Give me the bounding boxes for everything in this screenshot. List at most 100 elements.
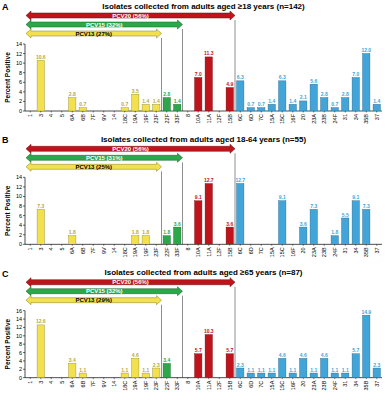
x-tick-label: 33F: [174, 113, 180, 123]
x-tick-label: 18C: [122, 247, 128, 257]
x-tick: [72, 111, 73, 113]
bracket-label: PCV20 (56%): [112, 279, 149, 285]
x-tick-label: 19F: [143, 247, 149, 257]
data-label: 2.8: [342, 91, 349, 97]
x-tick: [177, 244, 178, 246]
x-tick-label: 10A: [195, 247, 201, 257]
bracket-arrow: [26, 296, 162, 305]
y-tick-label: 14: [16, 174, 22, 180]
data-label: 0.7: [121, 101, 128, 107]
bar: [268, 373, 275, 378]
data-label: 9.1: [279, 194, 286, 200]
bracket-arrow: [26, 20, 183, 29]
bar: [132, 358, 139, 377]
x-tick-label: 6C: [237, 247, 243, 254]
bar: [352, 78, 359, 112]
x-tick: [366, 378, 367, 380]
x-tick-label: 35B: [363, 247, 369, 257]
bar: [142, 373, 149, 378]
bars: [37, 315, 380, 377]
bar: [163, 236, 170, 245]
x-tick-label: 18C: [122, 381, 128, 391]
bracket-line: [161, 171, 162, 244]
x-tick-label: 35B: [363, 380, 369, 390]
bar: [331, 108, 338, 111]
x-tick: [93, 244, 94, 246]
x-tick: [198, 378, 199, 380]
x-tick: [82, 244, 83, 246]
bracket-line: [235, 153, 236, 244]
bar: [373, 368, 380, 378]
x-tick-label: 1: [27, 114, 33, 117]
bar: [310, 84, 317, 111]
data-label: 7.0: [352, 71, 359, 77]
bracket-arrow: [26, 29, 162, 38]
x-tick: [345, 111, 346, 113]
bar: [352, 201, 359, 245]
x-tick: [250, 378, 251, 380]
data-label: 1.4: [153, 98, 160, 104]
bar: [195, 78, 202, 112]
x-tick: [282, 111, 283, 113]
bar: [195, 201, 202, 245]
x-tick: [93, 111, 94, 113]
x-tick-label: 16F: [290, 113, 296, 123]
x-tick: [114, 111, 115, 113]
data-label: 5.5: [342, 212, 349, 218]
y-tick-label: 6: [19, 79, 22, 85]
data-label: 10.6: [36, 54, 46, 60]
x-tick: [376, 378, 377, 380]
data-label: 2.3: [153, 362, 160, 368]
data-label: 0.7: [79, 101, 86, 107]
x-tick: [376, 111, 377, 113]
x-axis: [25, 244, 382, 245]
data-label: 6.3: [279, 74, 286, 80]
x-tick: [250, 244, 251, 246]
bar: [237, 81, 244, 111]
y-tick-label: 0: [19, 108, 22, 114]
x-tick: [324, 378, 325, 380]
bar: [321, 358, 328, 377]
data-label: 10.3: [204, 328, 214, 334]
x-tick: [303, 378, 304, 380]
data-label: 1.8: [331, 229, 338, 235]
data-label: 5.7: [226, 347, 233, 353]
bar: [195, 354, 202, 378]
x-tick: [124, 111, 125, 113]
y-tick-label: 12: [16, 324, 22, 330]
x-tick: [135, 378, 136, 380]
x-tick-label: 6C: [237, 114, 243, 121]
x-tick-label: 9V: [101, 380, 107, 387]
bar: [174, 227, 181, 244]
data-label: 2.3: [237, 362, 244, 368]
x-tick-label: 7F: [90, 113, 96, 120]
x-tick: [334, 378, 335, 380]
x-tick-label: 22F: [164, 380, 170, 390]
x-tick-label: 15C: [279, 247, 285, 257]
bracket-label: PCV13 (27%): [75, 31, 112, 37]
data-label: 3.6: [174, 221, 181, 227]
data-label: 0.7: [331, 101, 338, 107]
bar: [121, 108, 128, 111]
x-tick: [261, 244, 262, 246]
x-tick-label: 1: [27, 247, 33, 250]
x-tick-label: 23F: [153, 113, 159, 123]
x-tick-label: 24F: [332, 380, 338, 390]
x-tick-label: 6D: [248, 114, 254, 121]
data-label: 1.4: [142, 98, 149, 104]
bar: [132, 236, 139, 245]
bracket-label: PCV20 (56%): [112, 146, 149, 152]
bar: [142, 236, 149, 245]
x-tick: [145, 111, 146, 113]
bar: [321, 98, 328, 111]
y-axis-label: Percent Positive: [4, 185, 11, 236]
x-tick: [187, 244, 188, 246]
data-label: 1.4: [268, 98, 275, 104]
data-label: 1.1: [268, 367, 275, 373]
panel: AIsolates collected from adults aged ≥18…: [2, 2, 382, 125]
x-tick: [166, 244, 167, 246]
x-tick: [135, 244, 136, 246]
x-tick-label: 6A: [69, 247, 75, 254]
bar: [310, 209, 317, 244]
bar: [258, 108, 265, 111]
